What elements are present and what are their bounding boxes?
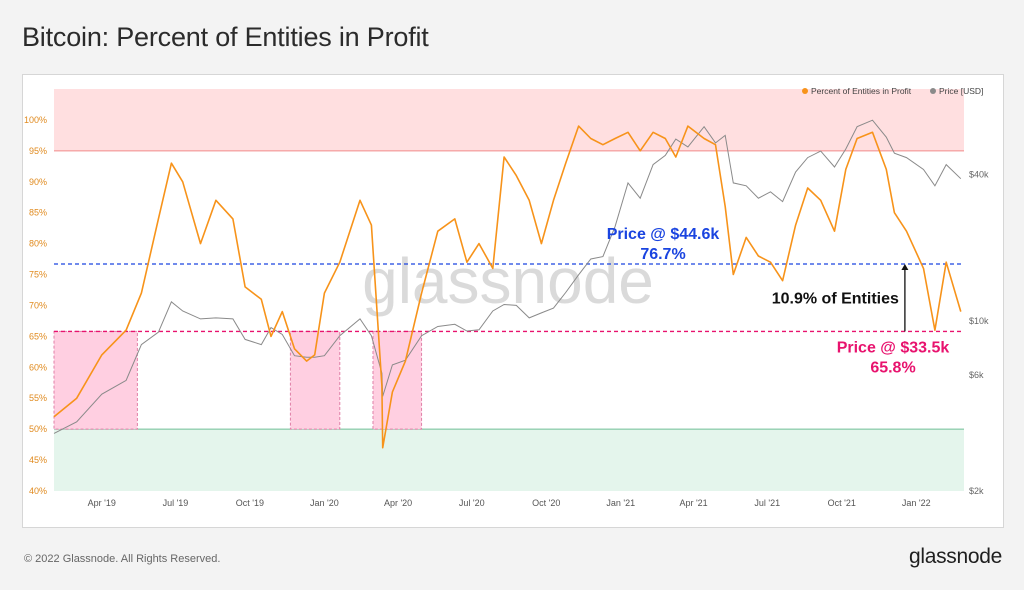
footer-logo: glassnode — [908, 545, 1002, 568]
price-line — [53, 119, 962, 434]
left-tick-label: 95% — [29, 146, 47, 156]
upper-band — [54, 89, 964, 151]
annotations-layer: Price @ $44.6k 76.7% Price @ $33.5k 65.8% 10… — [607, 226, 950, 376]
pct-series-layer — [53, 125, 962, 449]
right-tick-label: $2k — [969, 486, 984, 496]
x-tick-label: Jul '19 — [163, 498, 189, 508]
bands-layer — [54, 89, 964, 491]
annotation-magenta-price: Price @ $33.5k — [837, 339, 950, 356]
right-tick-label: $40k — [969, 170, 989, 180]
left-tick-label: 65% — [29, 331, 47, 341]
legend-marker-pct — [802, 88, 808, 94]
legend: Percent of Entities in Profit Price [USD] — [802, 86, 983, 96]
left-tick-label: 55% — [29, 393, 47, 403]
x-tick-label: Jul '21 — [754, 498, 780, 508]
x-tick-label: Oct '20 — [532, 498, 560, 508]
annotation-blue-pct: 76.7% — [640, 246, 685, 263]
x-tick-label: Jan '22 — [902, 498, 931, 508]
left-tick-label: 70% — [29, 300, 47, 310]
x-tick-label: Jul '20 — [459, 498, 485, 508]
x-tick-label: Oct '21 — [828, 498, 856, 508]
left-tick-label: 75% — [29, 270, 47, 280]
reference-lines-layer — [54, 263, 964, 333]
x-tick-label: Oct '19 — [236, 498, 264, 508]
chart-svg: glassnode 40% 45% 50% 55% 60% 65% 70% 75% 80% 85%… — [24, 86, 989, 508]
left-tick-label: 40% — [29, 486, 47, 496]
left-tick-label: 80% — [29, 239, 47, 249]
boxes-layer — [53, 330, 423, 430]
legend-label-price: Price [USD] — [939, 86, 983, 96]
footer-copyright: © 2022 Glassnode. All Rights Reserved. — [24, 553, 221, 565]
chart-panel: glassnode 40% 45% 50% 55% 60% 65% 70% 75% 80% 85%… — [22, 74, 1004, 528]
price-series-layer — [53, 119, 962, 434]
x-tick-label: Apr '20 — [384, 498, 412, 508]
x-axis-ticks: Apr '19 Jul '19 Oct '19 Jan '20 Apr '20 Jul '… — [88, 498, 931, 508]
annotation-blue-price: Price @ $44.6k — [607, 226, 720, 243]
gap-arrow-head — [901, 264, 909, 271]
page-title: Bitcoin: Percent of Entities in Profit — [22, 22, 429, 52]
left-tick-label: 50% — [29, 424, 47, 434]
right-tick-label: $10k — [969, 316, 989, 326]
left-tick-label: 45% — [29, 455, 47, 465]
left-tick-label: 90% — [29, 177, 47, 187]
watermark: glassnode — [362, 245, 654, 317]
right-tick-label: $6k — [969, 370, 984, 380]
left-axis-ticks: 40% 45% 50% 55% 60% 65% 70% 75% 80% 85% 90% 95% 100% — [24, 115, 47, 496]
pct-line — [53, 125, 962, 449]
capitulation-box-0 — [53, 330, 138, 430]
left-tick-label: 60% — [29, 362, 47, 372]
left-tick-label: 85% — [29, 208, 47, 218]
lower-band — [54, 429, 964, 491]
right-axis-ticks: $2k $6k $10k $40k — [969, 170, 989, 496]
x-tick-label: Jan '20 — [310, 498, 339, 508]
legend-label-pct: Percent of Entities in Profit — [811, 86, 912, 96]
annotation-magenta-pct: 65.8% — [870, 359, 915, 376]
legend-marker-price — [930, 88, 936, 94]
x-tick-label: Apr '19 — [88, 498, 116, 508]
x-tick-label: Jan '21 — [606, 498, 635, 508]
annotation-gap: 10.9% of Entities — [772, 291, 899, 308]
x-tick-label: Apr '21 — [679, 498, 707, 508]
left-tick-label: 100% — [24, 115, 47, 125]
